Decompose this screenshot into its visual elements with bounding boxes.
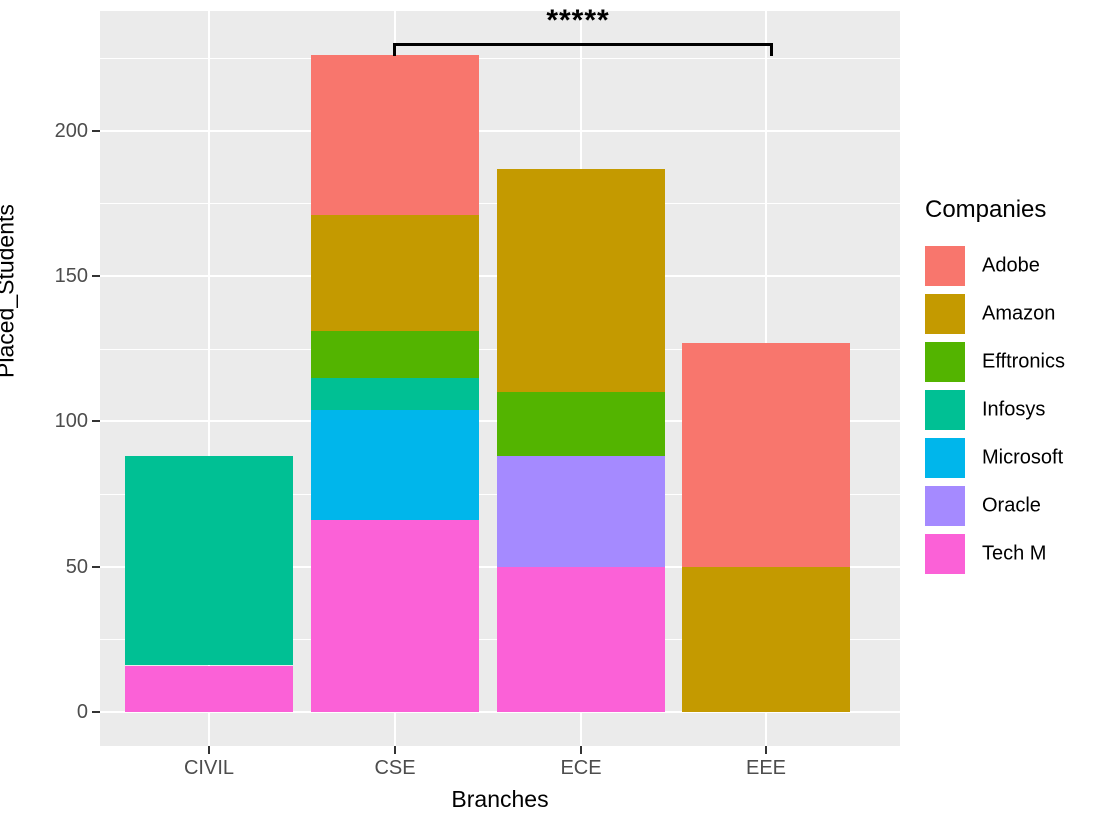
x-tick-label: EEE [745, 757, 787, 779]
x-axis-title: Branches [451, 786, 549, 812]
legend-swatch [925, 294, 965, 334]
bar-segment-civil-infosys [125, 456, 293, 666]
bar-segment-cse-microsoft [311, 409, 479, 521]
y-tick-mark [92, 275, 100, 278]
legend-label: Infosys [982, 398, 1046, 421]
y-tick-label: 50 [65, 555, 88, 578]
legend-item-oracle: Oracle [925, 486, 1046, 526]
legend-swatch [925, 486, 965, 526]
legend-label: Amazon [982, 302, 1056, 325]
bar-segment-civil-tech-m [125, 665, 293, 712]
bar-segment-eee-amazon [682, 566, 850, 712]
legend-item-efftronics: Efftronics [925, 342, 1065, 382]
legend-items: Adobe Amazon Efftronics Infosys Microsoft Ora… [925, 246, 1065, 574]
legend-item-amazon: Amazon [925, 294, 1055, 334]
x-tick-label: CIVIL [183, 757, 235, 779]
legend-swatch [925, 438, 965, 478]
x-tick-mark [765, 746, 767, 754]
x-tick-label: CSE [374, 757, 416, 779]
x-tick-mark [394, 746, 396, 754]
y-tick-label: 200 [54, 119, 88, 142]
plot-panel [100, 11, 900, 746]
gridline-major [100, 129, 900, 132]
bar-segment-cse-infosys [311, 377, 479, 410]
legend-swatch [925, 390, 965, 430]
legend-title: Companies [925, 196, 1047, 223]
gridline-minor [100, 58, 900, 60]
significance-bracket [393, 43, 773, 56]
bar-segment-cse-efftronics [311, 331, 479, 378]
y-tick-mark [92, 565, 100, 568]
legend-item-tech-m: Tech M [925, 534, 1046, 574]
x-tick-mark [208, 746, 210, 754]
bar-segment-cse-amazon [311, 215, 479, 332]
bar-segment-cse-tech-m [311, 520, 479, 712]
bar-segment-eee-adobe [682, 342, 850, 567]
y-axis-title: Placed_Students [0, 204, 19, 378]
gridline-major [100, 711, 900, 713]
bar-segment-ece-amazon [497, 168, 665, 393]
legend-swatch [925, 342, 965, 382]
y-tick-label: 0 [76, 701, 88, 723]
y-tick-label: 100 [54, 410, 88, 433]
legend-label: Oracle [982, 494, 1041, 517]
legend-label: Efftronics [982, 350, 1065, 373]
significance-label: ***** [546, 4, 610, 37]
x-tick-label: ECE [560, 757, 602, 779]
bar-segment-ece-tech-m [497, 566, 665, 712]
bar-segment-ece-efftronics [497, 392, 665, 457]
y-tick-mark [92, 711, 100, 713]
legend-label: Adobe [982, 254, 1040, 277]
y-tick-label: 150 [54, 265, 88, 288]
legend-swatch [925, 534, 965, 574]
legend-swatch [925, 246, 965, 286]
bar-segment-cse-adobe [311, 55, 479, 216]
legend-label: Microsoft [982, 446, 1064, 469]
y-tick-mark [92, 420, 100, 423]
legend-item-microsoft: Microsoft [925, 438, 1063, 478]
gridline-vertical [208, 11, 210, 746]
legend-label: Tech M [982, 542, 1047, 565]
legend-item-infosys: Infosys [925, 390, 1046, 430]
legend: Companies Adobe Amazon Efftronics Infosys Mi… [925, 196, 1065, 582]
y-tick-mark [92, 129, 100, 132]
x-tick-mark [580, 746, 582, 754]
legend-item-adobe: Adobe [925, 246, 1046, 286]
bar-segment-ece-oracle [497, 456, 665, 567]
